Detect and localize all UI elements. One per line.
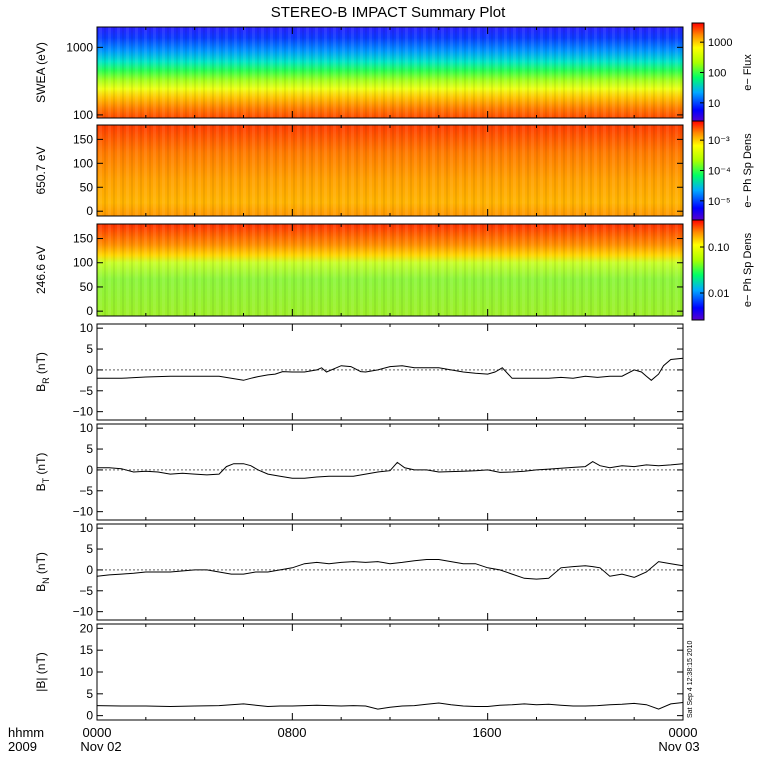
y-tick-label: 5 (86, 542, 93, 556)
colorbar-tick-label: 10⁻⁵ (708, 196, 731, 208)
y-tick-label: 150 (73, 232, 93, 246)
colorbar-label: e− Flux (742, 54, 754, 91)
y-tick-label: 50 (80, 180, 94, 194)
y-axis-label: BR (nT) (34, 352, 51, 392)
y-axis-label-unit: (nT) (34, 352, 48, 377)
y-axis-label-subscript: R (41, 377, 51, 384)
y-axis-label-unit: (nT) (34, 453, 48, 478)
colorbar-tick-label: 100 (708, 68, 726, 80)
y-tick-label: 100 (73, 256, 93, 270)
y-tick-label: −5 (79, 584, 93, 598)
colorbar-label: e− Ph Sp Dens (742, 133, 754, 208)
colorbar: 0.01 0.10 e− Ph Sp Dens (691, 219, 754, 321)
y-axis-label: 650.7 eV (34, 146, 48, 194)
panel-4: −10 −5 0 5 10 BR (nT) (34, 321, 684, 421)
series-line (97, 461, 684, 479)
y-tick-label: 0 (86, 204, 93, 218)
colorbar-tick-label: 10⁻⁴ (708, 166, 731, 178)
y-tick-label: 20 (80, 621, 94, 635)
y-axis-label-base: B (34, 384, 48, 392)
y-tick-label: 5 (86, 342, 93, 356)
heatmap-texture (97, 224, 683, 316)
colorbar: 10 100 1000 e− Flux (691, 22, 754, 123)
y-axis-label: |B| (nT) (34, 652, 48, 692)
y-tick-label: −5 (79, 384, 93, 398)
x-tick-label: 0800 (278, 725, 307, 740)
x-tick-sublabel: Nov 03 (658, 739, 699, 754)
heatmap-texture (97, 125, 683, 216)
x-tick-label: 1600 (473, 725, 502, 740)
colorbar-scale (691, 219, 705, 321)
y-tick-label: 150 (73, 132, 93, 146)
y-axis-label-subscript: N (41, 577, 51, 584)
y-tick-label: 10 (80, 421, 94, 435)
x-tick-label: 0000 (669, 725, 698, 740)
colorbar-tick-label: 0.10 (708, 242, 729, 254)
y-tick-label: 0 (86, 304, 93, 318)
panel-2: 10⁻⁵ 10⁻⁴ 10⁻³ e− Ph Sp Dens 0 50 100 150 650.7 … (34, 120, 754, 221)
y-tick-label: 100 (73, 108, 93, 122)
y-tick-label: 100 (73, 156, 93, 170)
y-tick-label: 0 (86, 363, 93, 377)
colorbar-label: e− Ph Sp Dens (742, 232, 754, 307)
y-tick-label: 5 (86, 442, 93, 456)
plot-background (97, 324, 683, 420)
x-tick-sublabel: Nov 02 (80, 739, 121, 754)
y-axis-label-base: B (34, 584, 48, 592)
timestamp: Sat Sep 4 12:38:15 2010 (687, 640, 694, 718)
panel-7: 0 5 10 15 20 |B| (nT) (34, 621, 684, 723)
y-axis-label-base: B (34, 483, 48, 491)
y-tick-label: 5 (86, 687, 93, 701)
series-line (97, 357, 684, 381)
plot-title: STEREO-B IMPACT Summary Plot (271, 4, 506, 21)
y-axis-label-unit: (nT) (34, 552, 48, 577)
y-tick-label: 10 (80, 321, 94, 335)
y-tick-label: −10 (73, 405, 94, 419)
y-tick-label: 0 (86, 709, 93, 723)
panel-5: −10 −5 0 5 10 BT (nT) (34, 421, 684, 521)
series-line (96, 702, 684, 710)
y-tick-label: −10 (73, 605, 94, 619)
heatmap-texture (97, 27, 683, 118)
colorbar-tick-label: 10⁻³ (708, 135, 730, 147)
colorbar: 10⁻⁵ 10⁻⁴ 10⁻³ e− Ph Sp Dens (691, 120, 754, 221)
panel-3: 0.01 0.10 e− Ph Sp Dens 0 50 100 150 246.6 eV (34, 219, 754, 321)
y-tick-label: −10 (73, 505, 94, 519)
y-axis-label: SWEA (eV) (34, 42, 48, 103)
colorbar-tick-label: 1000 (708, 37, 732, 49)
colorbar-tick-label: 0.01 (708, 288, 729, 300)
x-corner-label-year: 2009 (8, 739, 37, 754)
y-tick-label: 10 (80, 521, 94, 535)
plot-background (97, 524, 683, 620)
y-tick-label: 50 (80, 280, 94, 294)
panel-6: −10 −5 0 5 10 BN (nT) (34, 521, 684, 621)
x-axis: 0000 0800 1600 0000 Nov 02 Nov 03 hhmm 2… (8, 725, 700, 754)
y-tick-label: 0 (86, 563, 93, 577)
panel-1: 10 100 1000 e− Flux 100 1000 SWEA (eV) (34, 22, 754, 123)
y-tick-label: 0 (86, 463, 93, 477)
colorbar-tick-label: 10 (708, 98, 720, 110)
y-axis-label: 246.6 eV (34, 246, 48, 294)
y-axis-label: BT (nT) (34, 453, 51, 492)
plot-background (97, 624, 683, 720)
plot-background (97, 424, 683, 520)
series-line (96, 559, 684, 580)
y-tick-label: 15 (80, 643, 94, 657)
y-tick-label: 10 (80, 665, 94, 679)
x-corner-label-hhmm: hhmm (8, 725, 44, 740)
x-tick-label: 0000 (83, 725, 112, 740)
y-tick-label: 1000 (66, 40, 93, 54)
y-axis-label-subscript: T (41, 477, 51, 483)
y-tick-label: −5 (79, 484, 93, 498)
y-axis-label: BN (nT) (34, 552, 51, 592)
